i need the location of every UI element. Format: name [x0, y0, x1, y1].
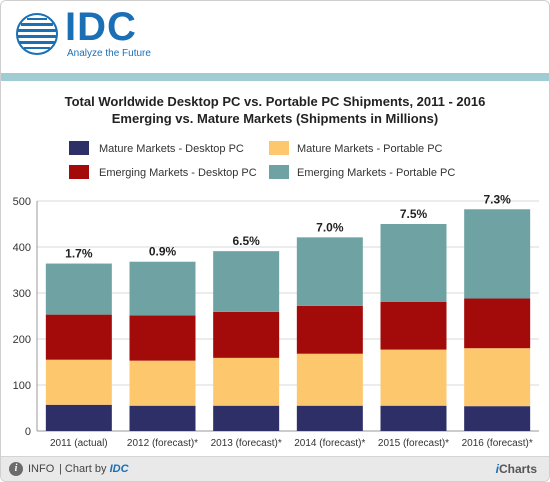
- y-tick-label: 300: [13, 288, 31, 300]
- footer: i INFO | Chart by IDC iCharts: [1, 456, 549, 481]
- x-tick-label: 2015 (forecast)*: [378, 438, 449, 449]
- data-label: 7.0%: [316, 220, 344, 234]
- bar-segment: [464, 348, 531, 407]
- bar-segment: [129, 405, 196, 431]
- data-label: 7.5%: [400, 207, 428, 221]
- icharts-brand-i: i: [495, 462, 499, 476]
- icharts-brand-rest: Charts: [498, 462, 537, 476]
- y-tick-label: 200: [13, 334, 31, 346]
- brand-logo: IDC: [65, 5, 137, 49]
- legend-label: Emerging Markets - Desktop PC: [99, 167, 257, 179]
- bar-segment: [464, 209, 531, 299]
- bar-segment: [213, 251, 280, 312]
- info-icon[interactable]: i: [9, 462, 23, 476]
- x-tick-label: 2013 (forecast)*: [211, 438, 282, 449]
- chart-by-brand: IDC: [109, 463, 129, 475]
- icharts-link[interactable]: iCharts: [496, 462, 537, 476]
- x-tick-label: 2014 (forecast)*: [294, 438, 365, 449]
- bar-segment: [296, 305, 363, 354]
- chart-by-label: | Chart by: [59, 463, 107, 475]
- y-tick-label: 100: [13, 380, 31, 392]
- bar-segment: [213, 311, 280, 358]
- bar-segment: [464, 406, 531, 431]
- bar-segment: [464, 298, 531, 349]
- bar-segment: [129, 261, 196, 316]
- chart-title-line-1: Total Worldwide Desktop PC vs. Portable …: [64, 94, 486, 109]
- legend-swatch: [269, 141, 289, 155]
- bar-chart: 0 100 200 300 400 500 1.7% 2011 (actual) 0.9% 201…: [13, 193, 539, 449]
- bar-segment: [380, 301, 447, 350]
- data-label: 7.3%: [483, 193, 511, 206]
- legend-label: Mature Markets - Desktop PC: [99, 143, 244, 155]
- bar-segment: [380, 405, 447, 431]
- chart-by-credit: | Chart by IDC: [59, 463, 129, 475]
- y-tick-label: 400: [13, 242, 31, 254]
- legend-swatch: [69, 165, 89, 179]
- brand-tagline: Analyze the Future: [67, 48, 151, 59]
- legend-swatch: [69, 141, 89, 155]
- info-link[interactable]: INFO: [28, 463, 55, 475]
- chart-title-line-2: Emerging vs. Mature Markets (Shipments i…: [111, 111, 439, 126]
- bar-segment: [45, 359, 112, 405]
- x-tick-label: 2012 (forecast)*: [127, 438, 198, 449]
- bar-segment: [45, 404, 112, 431]
- bar-segment: [296, 237, 363, 306]
- data-label: 0.9%: [149, 245, 177, 259]
- bar-segment: [296, 405, 363, 431]
- y-tick-label: 0: [25, 426, 31, 438]
- data-label: 6.5%: [232, 234, 260, 248]
- bar-segment: [296, 353, 363, 406]
- bar-segment: [380, 224, 447, 302]
- header: IDC Analyze the Future: [1, 1, 549, 73]
- bar-segment: [380, 349, 447, 406]
- legend-label: Emerging Markets - Portable PC: [297, 167, 456, 179]
- x-tick-label: 2016 (forecast)*: [462, 438, 533, 449]
- chart-title: Total Worldwide Desktop PC vs. Portable …: [1, 93, 549, 127]
- x-tick-label: 2011 (actual): [50, 438, 108, 449]
- globe-logo-icon: [16, 13, 58, 55]
- bar-segment: [213, 405, 280, 431]
- bar-segment: [213, 357, 280, 406]
- bar-segment: [129, 315, 196, 361]
- legend-label: Mature Markets - Portable PC: [297, 143, 443, 155]
- header-divider: [1, 73, 549, 81]
- bar-segment: [129, 360, 196, 406]
- bar-segment: [45, 314, 112, 360]
- legend-swatch: [269, 165, 289, 179]
- y-tick-label: 500: [13, 196, 31, 208]
- data-label: 1.7%: [65, 247, 93, 261]
- bar-segment: [45, 263, 112, 315]
